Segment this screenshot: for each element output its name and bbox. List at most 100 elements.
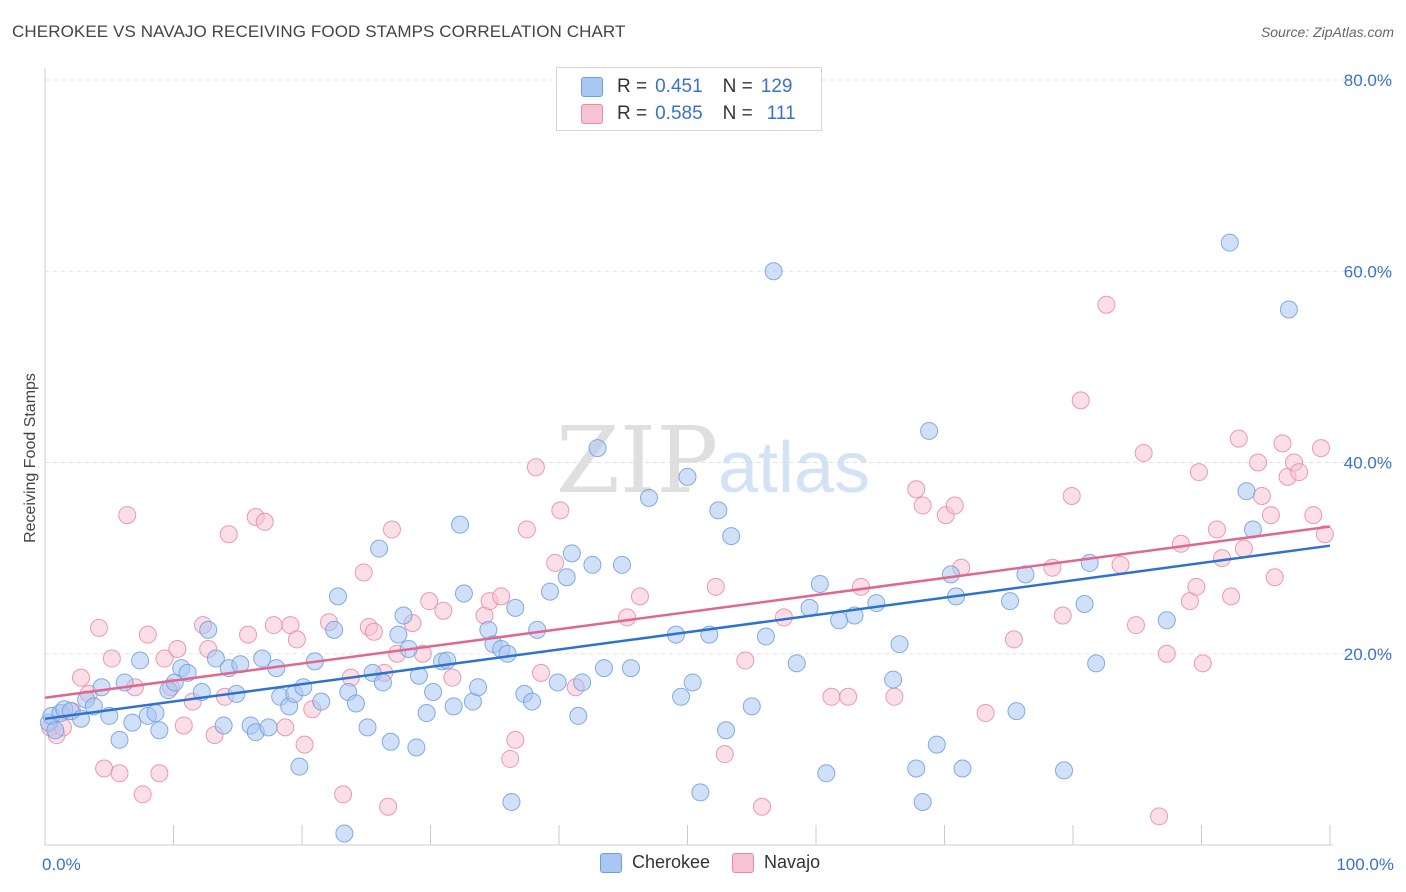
cherokee-point[interactable] (506, 598, 525, 617)
navajo-point[interactable] (354, 563, 373, 582)
navajo-point[interactable] (706, 577, 725, 596)
cherokee-point[interactable] (573, 673, 592, 692)
cherokee-point[interactable] (444, 697, 463, 716)
cherokee-point[interactable] (1279, 300, 1298, 319)
navajo-point[interactable] (1213, 549, 1232, 568)
navajo-point[interactable] (1273, 434, 1292, 453)
cherokee-point[interactable] (528, 620, 547, 639)
cherokee-point[interactable] (787, 654, 806, 673)
navajo-point[interactable] (839, 687, 858, 706)
navajo-point[interactable] (1189, 463, 1208, 482)
navajo-point[interactable] (1234, 539, 1253, 558)
cherokee-point[interactable] (830, 611, 849, 630)
cherokee-point[interactable] (867, 594, 886, 613)
cherokee-point[interactable] (621, 659, 640, 678)
navajo-point[interactable] (1062, 486, 1081, 505)
cherokee-point[interactable] (927, 735, 946, 754)
navajo-point[interactable] (155, 649, 174, 668)
cherokee-point[interactable] (1220, 233, 1239, 252)
cherokee-point[interactable] (146, 704, 165, 723)
navajo-point[interactable] (443, 668, 462, 687)
navajo-point[interactable] (1171, 534, 1190, 553)
cherokee-point[interactable] (424, 683, 443, 701)
cherokee-point[interactable] (920, 421, 939, 440)
navajo-point[interactable] (532, 663, 551, 682)
cherokee-point[interactable] (722, 527, 741, 546)
cherokee-point[interactable] (583, 555, 602, 574)
navajo-point[interactable] (1134, 443, 1153, 462)
navajo-point[interactable] (110, 764, 129, 783)
navajo-point[interactable] (1111, 555, 1130, 574)
navajo-point[interactable] (851, 577, 870, 596)
cherokee-point[interactable] (742, 697, 761, 716)
cherokee-point[interactable] (1075, 595, 1094, 614)
navajo-point[interactable] (255, 512, 274, 531)
navajo-point[interactable] (546, 553, 565, 572)
navajo-point[interactable] (736, 651, 755, 670)
cherokee-point[interactable] (557, 568, 576, 587)
cherokee-point[interactable] (541, 582, 560, 601)
navajo-point[interactable] (822, 687, 841, 706)
cherokee-point[interactable] (394, 606, 413, 625)
cherokee-point[interactable] (709, 501, 728, 520)
navajo-point[interactable] (551, 501, 570, 520)
navajo-point[interactable] (1222, 587, 1241, 606)
navajo-point[interactable] (434, 601, 453, 620)
navajo-point[interactable] (1053, 606, 1072, 625)
cherokee-point[interactable] (683, 673, 702, 692)
cherokee-point[interactable] (639, 488, 658, 507)
cherokee-point[interactable] (810, 574, 829, 593)
cherokee-point[interactable] (907, 759, 926, 778)
navajo-point[interactable] (1207, 520, 1226, 539)
cherokee-point[interactable] (502, 792, 521, 811)
cherokee-point[interactable] (717, 721, 736, 740)
navajo-point[interactable] (1004, 630, 1023, 649)
navajo-point[interactable] (276, 718, 295, 737)
navajo-point[interactable] (1193, 654, 1212, 673)
navajo-point[interactable] (102, 649, 121, 668)
navajo-point[interactable] (913, 496, 932, 515)
navajo-point[interactable] (1261, 506, 1280, 525)
cherokee-point[interactable] (381, 732, 400, 751)
navajo-point[interactable] (287, 630, 306, 649)
navajo-point[interactable] (1097, 295, 1116, 314)
navajo-point[interactable] (174, 716, 193, 735)
navajo-point[interactable] (1187, 577, 1206, 596)
navajo-point[interactable] (379, 797, 398, 816)
navajo-point[interactable] (168, 639, 187, 658)
navajo-point[interactable] (71, 668, 90, 687)
navajo-point[interactable] (506, 730, 525, 749)
navajo-point[interactable] (492, 587, 511, 606)
cherokee-point[interactable] (562, 544, 581, 563)
cherokee-point[interactable] (612, 555, 631, 574)
cherokee-point[interactable] (451, 515, 470, 534)
navajo-point[interactable] (1126, 616, 1145, 635)
cherokee-point[interactable] (756, 627, 775, 646)
cherokee-point[interactable] (346, 694, 365, 713)
navajo-point[interactable] (715, 745, 734, 764)
cherokee-point[interactable] (110, 730, 129, 749)
navajo-point[interactable] (239, 625, 258, 644)
cherokee-point[interactable] (941, 565, 960, 584)
cherokee-point[interactable] (253, 649, 272, 668)
navajo-point[interactable] (89, 618, 108, 637)
navajo-point[interactable] (138, 625, 157, 644)
navajo-point[interactable] (517, 520, 536, 539)
cherokee-point[interactable] (358, 718, 377, 737)
cherokee-point[interactable] (373, 673, 392, 692)
navajo-point[interactable] (945, 496, 964, 515)
navajo-point[interactable] (526, 458, 545, 477)
cherokee-point[interactable] (1001, 592, 1020, 611)
cherokee-point[interactable] (150, 721, 169, 740)
navajo-point[interactable] (907, 480, 926, 499)
cherokee-point[interactable] (523, 692, 542, 711)
cherokee-point[interactable] (325, 620, 344, 639)
cherokee-point[interactable] (335, 824, 354, 843)
cherokee-point[interactable] (46, 721, 65, 740)
navajo-point[interactable] (501, 749, 520, 768)
navajo-point[interactable] (1315, 525, 1334, 544)
cherokee-point[interactable] (214, 716, 233, 735)
navajo-point[interactable] (334, 785, 353, 804)
navajo-point[interactable] (150, 764, 169, 783)
navajo-point[interactable] (1252, 486, 1271, 505)
